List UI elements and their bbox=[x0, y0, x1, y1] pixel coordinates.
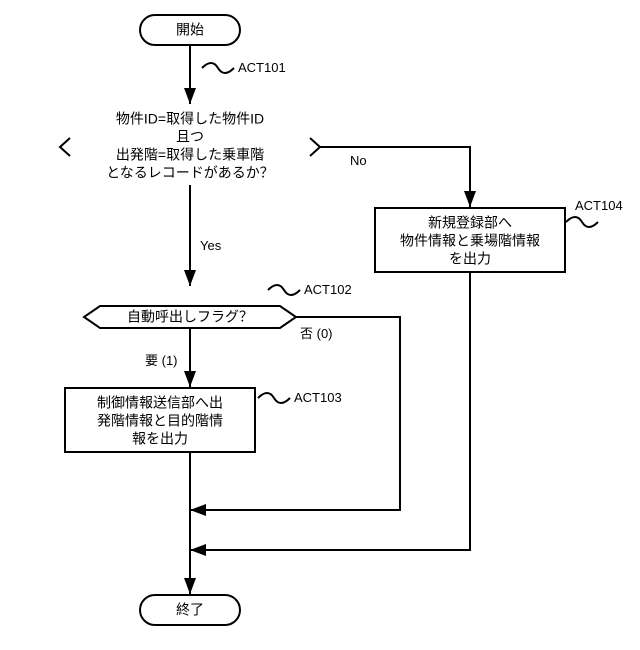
svg-text:発階情報と目的階情: 発階情報と目的階情 bbox=[97, 413, 223, 429]
act104-tag: ACT104 bbox=[575, 198, 623, 213]
act101-node: 物件ID=取得した物件ID 且つ 出発階=取得した乗車階 となるレコードがあるか… bbox=[60, 111, 320, 181]
start-label: 開始 bbox=[176, 22, 204, 38]
end-node: 終了 bbox=[140, 595, 240, 625]
svg-text:新規登録部へ: 新規登録部へ bbox=[428, 215, 512, 231]
squiggle-act102 bbox=[268, 285, 300, 295]
act102-node: 自動呼出しフラグ？ bbox=[84, 306, 296, 328]
svg-text:且つ: 且つ bbox=[176, 129, 204, 145]
act102-tag: ACT102 bbox=[304, 282, 352, 297]
act102-yes-label: 要 (1) bbox=[145, 353, 178, 368]
act104-node: 新規登録部へ 物件情報と乗場階情報 を出力 bbox=[375, 208, 565, 272]
svg-text:自動呼出しフラグ？: 自動呼出しフラグ？ bbox=[127, 309, 253, 325]
act101-yes-label: Yes bbox=[200, 238, 222, 253]
svg-text:制御情報送信部へ出: 制御情報送信部へ出 bbox=[97, 395, 223, 411]
svg-text:報を出力: 報を出力 bbox=[132, 431, 188, 447]
end-label: 終了 bbox=[176, 602, 204, 618]
edge-act101-act104 bbox=[320, 147, 470, 207]
act101-tag: ACT101 bbox=[238, 60, 286, 75]
svg-text:出発階=取得した乗車階: 出発階=取得した乗車階 bbox=[116, 147, 264, 163]
act103-tag: ACT103 bbox=[294, 390, 342, 405]
squiggle-act104 bbox=[566, 217, 598, 227]
svg-text:物件情報と乗場階情報: 物件情報と乗場階情報 bbox=[400, 233, 540, 249]
act103-node: 制御情報送信部へ出 発階情報と目的階情 報を出力 bbox=[65, 388, 255, 452]
squiggle-act103 bbox=[258, 393, 290, 403]
squiggle-act101 bbox=[202, 63, 234, 73]
svg-text:となるレコードがあるか？: となるレコードがあるか？ bbox=[106, 165, 274, 181]
act101-left-bracket bbox=[60, 138, 70, 156]
start-node: 開始 bbox=[140, 15, 240, 45]
act101-right-bracket bbox=[310, 138, 320, 156]
svg-text:物件ID=取得した物件ID: 物件ID=取得した物件ID bbox=[116, 111, 264, 127]
act101-no-label: No bbox=[350, 153, 367, 168]
act102-no-label: 否 (0) bbox=[300, 326, 333, 341]
svg-text:を出力: を出力 bbox=[449, 251, 491, 267]
